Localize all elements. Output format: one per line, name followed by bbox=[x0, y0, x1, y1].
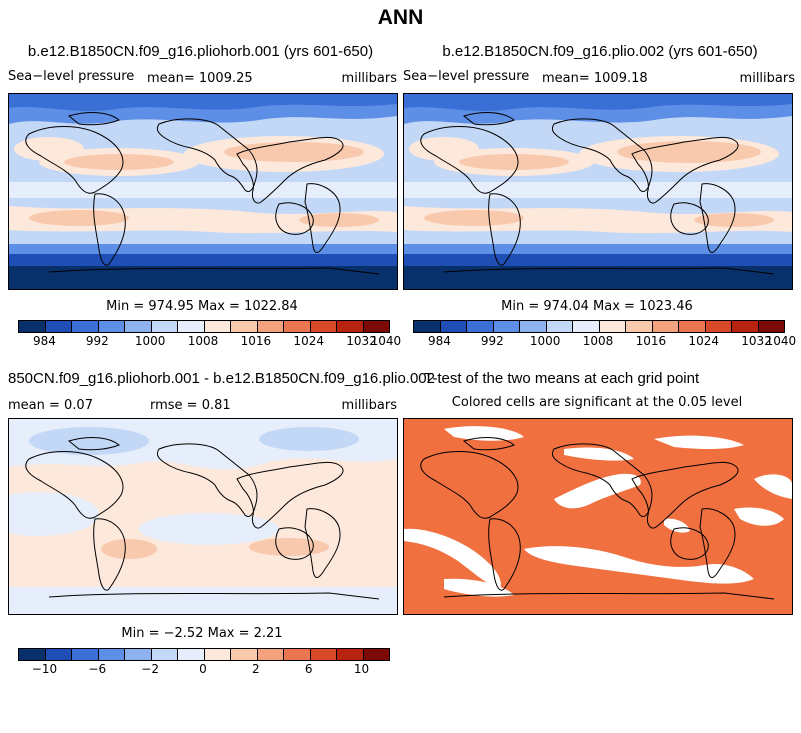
colorbar-box bbox=[98, 649, 125, 660]
colorbar-box bbox=[19, 649, 46, 660]
panel-1-units: millibars bbox=[341, 71, 397, 86]
colorbar-box bbox=[414, 321, 441, 332]
colorbar-tick-label: 1000 bbox=[134, 334, 166, 348]
colorbar-tick-label: 984 bbox=[32, 334, 56, 348]
colorbar-box bbox=[652, 321, 679, 332]
colorbar-tick-label: 6 bbox=[304, 662, 313, 676]
colorbar-box bbox=[204, 649, 231, 660]
colorbar-tick-label: 1024 bbox=[293, 334, 324, 348]
colorbar-tick-label: 1040 bbox=[765, 334, 797, 348]
colorbar-box bbox=[467, 321, 494, 332]
panel-3-units: millibars bbox=[341, 398, 397, 413]
colorbar-box bbox=[546, 321, 573, 332]
colorbar-tick-label: 992 bbox=[85, 334, 109, 348]
colorbar-tick-label: 2 bbox=[252, 662, 260, 676]
panel-1-map bbox=[8, 93, 398, 290]
colorbar-tick-label: 1040 bbox=[370, 334, 402, 348]
colorbar-tick-label: 10 bbox=[353, 662, 370, 676]
colorbar-box bbox=[284, 649, 311, 660]
colorbar-tick-label: 0 bbox=[199, 662, 207, 676]
panel-3-minmax: Min = −2.52 Max = 2.21 bbox=[121, 626, 283, 641]
colorbar-box bbox=[599, 321, 626, 332]
colorbar-tick-label: 1032 bbox=[741, 334, 772, 348]
colorbar-box bbox=[573, 321, 600, 332]
panel-3-colorbar bbox=[18, 648, 390, 661]
colorbar-tick-label: 992 bbox=[480, 334, 504, 348]
colorbar-tick-label: −10 bbox=[31, 662, 58, 676]
colorbar-box bbox=[72, 321, 99, 332]
colorbar-box bbox=[732, 321, 759, 332]
panel-2-colorbar bbox=[413, 320, 785, 333]
colorbar-box bbox=[705, 321, 732, 332]
colorbar-box bbox=[520, 321, 547, 332]
colorbar-box bbox=[72, 649, 99, 660]
panel-3-title: 850CN.f09_g16.pliohorb.001 - b.e12.B1850… bbox=[8, 370, 435, 387]
colorbar-box bbox=[204, 321, 231, 332]
panel-4-title: T-test of the two means at each grid poi… bbox=[424, 370, 700, 387]
colorbar-box bbox=[363, 321, 389, 332]
colorbar-box bbox=[440, 321, 467, 332]
colorbar-box bbox=[125, 649, 152, 660]
colorbar-tick-label: 1024 bbox=[688, 334, 719, 348]
panel-2-minmax: Min = 974.04 Max = 1023.46 bbox=[501, 299, 693, 314]
colorbar-box bbox=[257, 649, 284, 660]
panel-3-mean: mean = 0.07 bbox=[8, 398, 93, 413]
colorbar-box bbox=[284, 321, 311, 332]
colorbar-box bbox=[45, 649, 72, 660]
colorbar-tick-label: 984 bbox=[427, 334, 451, 348]
colorbar-box bbox=[151, 321, 178, 332]
panel-1-colorbar bbox=[18, 320, 390, 333]
panel-2-mean: mean= 1009.18 bbox=[542, 71, 648, 86]
colorbar-box bbox=[98, 321, 125, 332]
panel-1-minmax: Min = 974.95 Max = 1022.84 bbox=[106, 299, 298, 314]
panel-1-mean: mean= 1009.25 bbox=[147, 71, 253, 86]
colorbar-box bbox=[178, 649, 205, 660]
colorbar-box bbox=[493, 321, 520, 332]
colorbar-box bbox=[231, 649, 258, 660]
colorbar-box bbox=[310, 321, 337, 332]
panel-4-subtitle: Colored cells are significant at the 0.0… bbox=[451, 395, 743, 410]
figure-title: ANN bbox=[377, 6, 424, 29]
colorbar-box bbox=[363, 649, 389, 660]
panel-2-map bbox=[403, 93, 793, 290]
colorbar-box bbox=[45, 321, 72, 332]
colorbar-box bbox=[19, 321, 46, 332]
colorbar-tick-label: 1000 bbox=[529, 334, 561, 348]
panel-2-title: b.e12.B1850CN.f09_g16.plio.002 (yrs 601-… bbox=[442, 43, 758, 60]
colorbar-tick-label: −6 bbox=[88, 662, 107, 676]
colorbar-box bbox=[151, 649, 178, 660]
colorbar-tick-label: −2 bbox=[141, 662, 159, 676]
colorbar-box bbox=[310, 649, 337, 660]
colorbar-box bbox=[626, 321, 653, 332]
colorbar-box bbox=[337, 649, 364, 660]
panel-4-map bbox=[403, 418, 793, 615]
panel-1-variable: Sea−level pressure bbox=[8, 69, 135, 84]
colorbar-tick-label: 1016 bbox=[240, 334, 272, 348]
panel-2-units: millibars bbox=[739, 71, 795, 86]
colorbar-tick-label: 1008 bbox=[582, 334, 614, 348]
colorbar-tick-label: 1016 bbox=[635, 334, 667, 348]
colorbar-box bbox=[231, 321, 258, 332]
panel-1-title: b.e12.B1850CN.f09_g16.pliohorb.001 (yrs … bbox=[27, 43, 374, 60]
colorbar-tick-label: 1032 bbox=[346, 334, 377, 348]
panel-3-rmse: rmse = 0.81 bbox=[150, 398, 231, 413]
colorbar-box bbox=[679, 321, 706, 332]
colorbar-box bbox=[125, 321, 152, 332]
panel-3-map bbox=[8, 418, 398, 615]
colorbar-box bbox=[257, 321, 284, 332]
colorbar-box bbox=[178, 321, 205, 332]
colorbar-tick-label: 1008 bbox=[187, 334, 219, 348]
colorbar-box bbox=[758, 321, 784, 332]
panel-2-variable: Sea−level pressure bbox=[403, 69, 530, 84]
colorbar-box bbox=[337, 321, 364, 332]
